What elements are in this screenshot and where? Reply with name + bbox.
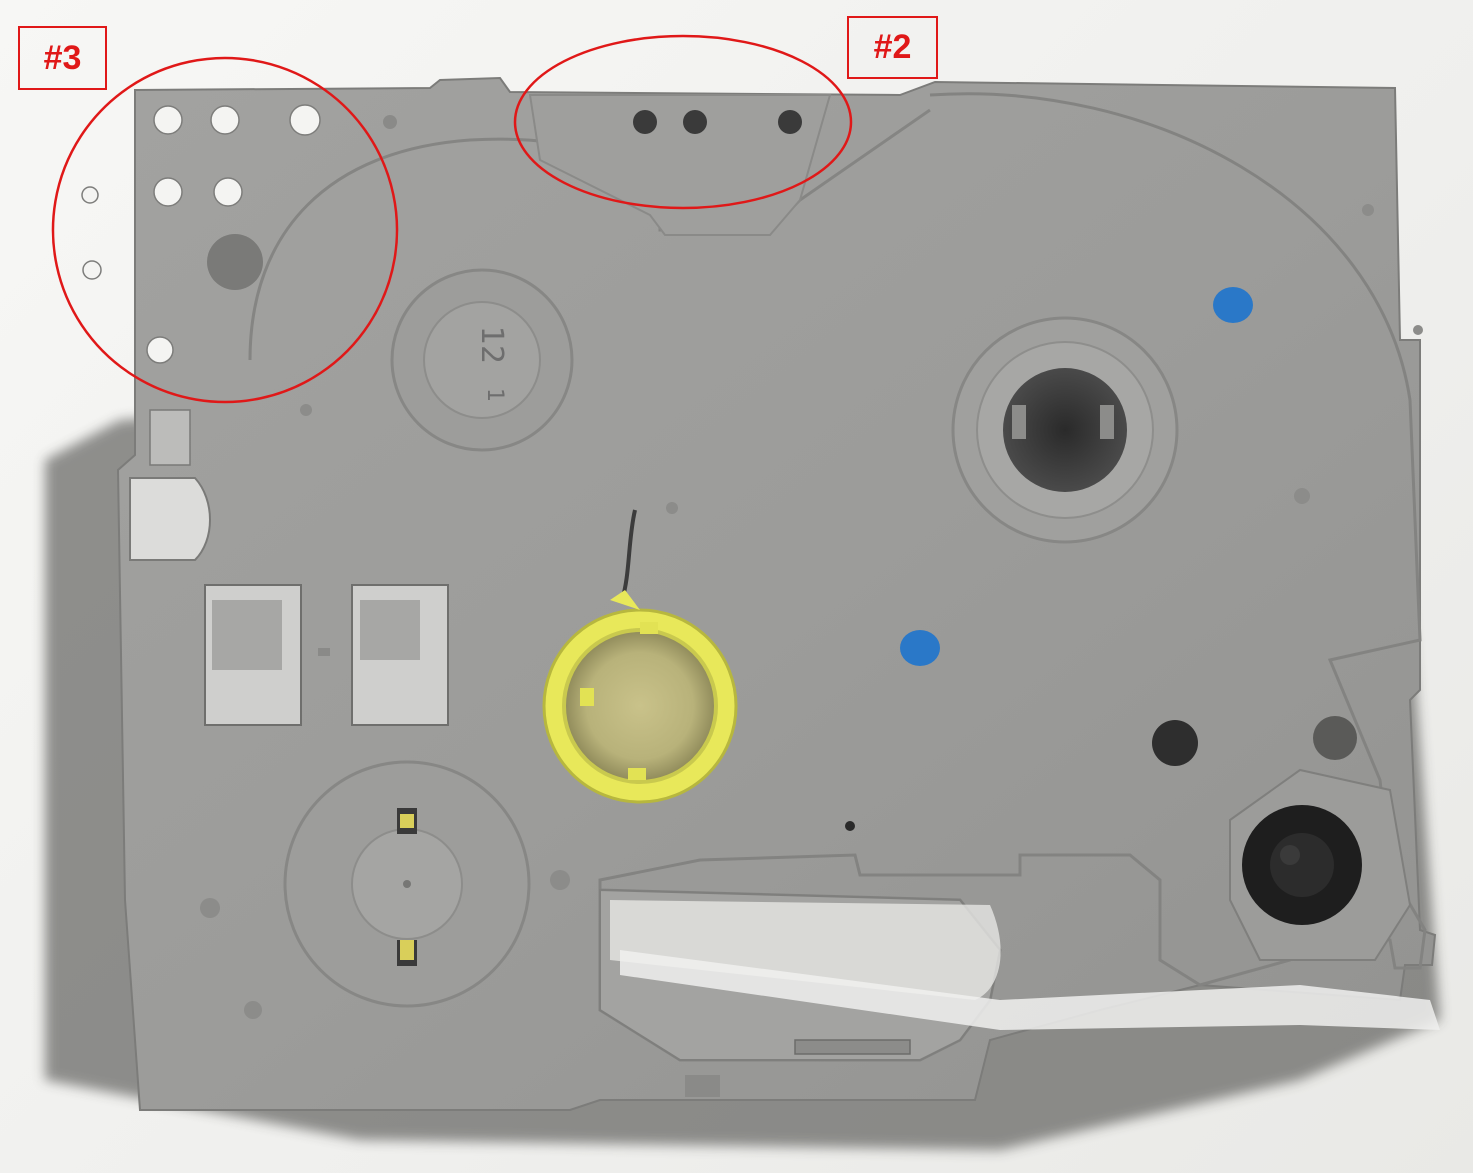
print-roller	[1229, 768, 1412, 961]
highlight-ellipse-2	[513, 34, 853, 210]
sensor-holes	[81, 104, 321, 364]
annotation-tag-3-label: #3	[43, 38, 82, 77]
annotation-tag-2-label: #2	[873, 28, 912, 66]
blue-view-holes	[900, 287, 1253, 666]
highlight-markers	[51, 34, 853, 404]
supply-hub	[283, 760, 531, 1008]
annotation-tag-2: #2	[847, 16, 938, 79]
cassette-body: 12 1	[81, 76, 1440, 1111]
size-boss: 12 1	[390, 268, 574, 452]
rivets	[200, 204, 1423, 1020]
molded-mark-label: 1	[482, 388, 507, 402]
yellow-spool	[542, 509, 738, 804]
molded-size-label: 12	[474, 326, 509, 364]
take-up-hub	[951, 316, 1179, 544]
highlight-ellipse-3	[51, 56, 399, 404]
tape-windows	[204, 584, 449, 726]
annotation-tag-3: #3	[18, 26, 107, 90]
